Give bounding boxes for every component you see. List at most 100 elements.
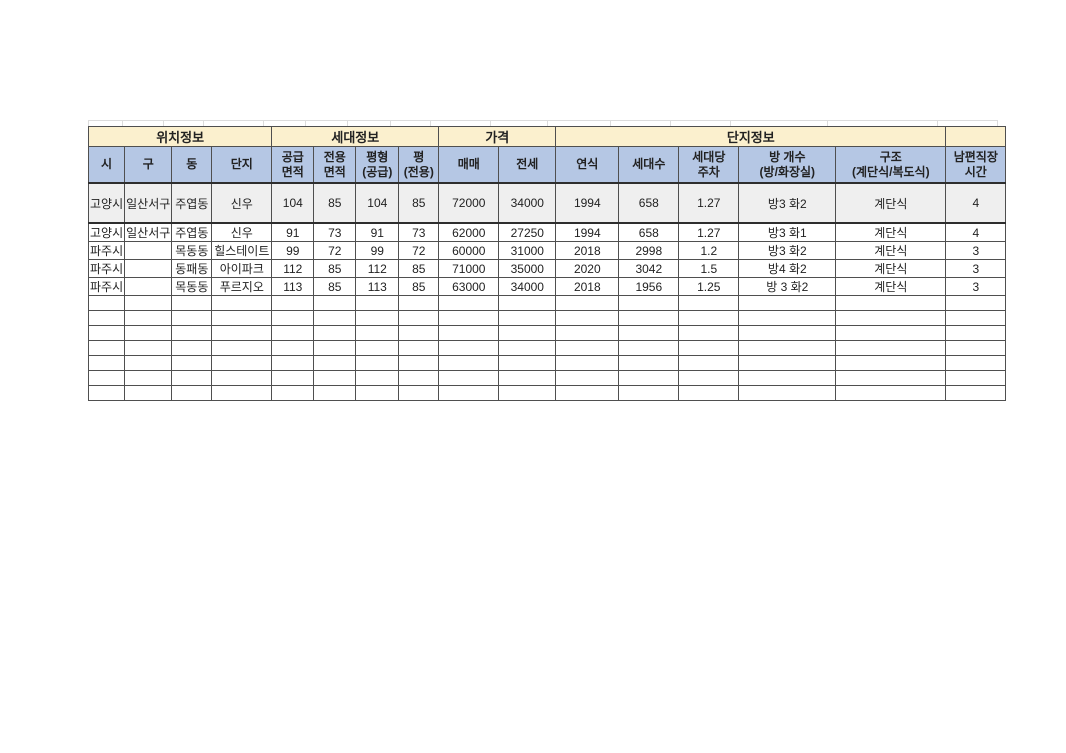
cell-jeonse[interactable]: 31000 <box>498 241 557 260</box>
empty-cell[interactable] <box>618 385 680 401</box>
empty-cell[interactable] <box>87 340 126 356</box>
empty-cell[interactable] <box>498 325 557 341</box>
cell-sale-price[interactable]: 60000 <box>438 241 500 260</box>
col-header-supply-area[interactable]: 공급 면적 <box>271 146 315 184</box>
empty-cell[interactable] <box>738 340 837 356</box>
empty-cell[interactable] <box>738 355 837 371</box>
cell-pyeong-exclusive[interactable]: 85 <box>398 259 440 278</box>
cell-dong[interactable]: 목동동 <box>171 277 213 296</box>
empty-cell[interactable] <box>87 385 126 401</box>
cell-pyeong-supply[interactable]: 99 <box>355 241 400 260</box>
cell-jeonse[interactable]: 34000 <box>498 277 557 296</box>
empty-cell[interactable] <box>945 385 1007 401</box>
empty-cell[interactable] <box>618 295 680 311</box>
empty-cell[interactable] <box>945 325 1007 341</box>
empty-cell[interactable] <box>835 340 947 356</box>
empty-cell[interactable] <box>171 295 213 311</box>
empty-cell[interactable] <box>313 355 357 371</box>
cell-households[interactable]: 2998 <box>618 241 680 260</box>
empty-cell[interactable] <box>618 355 680 371</box>
cell-year-built[interactable]: 2020 <box>555 259 620 278</box>
empty-cell[interactable] <box>124 325 173 341</box>
cell-exclusive-area[interactable]: 72 <box>313 241 357 260</box>
group-header-price[interactable]: 가격 <box>438 126 557 147</box>
empty-cell[interactable] <box>124 310 173 326</box>
col-header-danji[interactable]: 단지 <box>211 146 273 184</box>
col-header-commute[interactable]: 남편직장 시간 <box>945 146 1007 184</box>
empty-cell[interactable] <box>355 310 400 326</box>
empty-cell[interactable] <box>498 310 557 326</box>
cell-danji[interactable]: 푸르지오 <box>211 277 273 296</box>
cell-pyeong-supply[interactable]: 112 <box>355 259 400 278</box>
empty-cell[interactable] <box>313 340 357 356</box>
cell-rooms[interactable]: 방4 화2 <box>738 259 837 278</box>
cell-gu[interactable] <box>124 241 173 260</box>
cell-pyeong-exclusive[interactable]: 85 <box>398 277 440 296</box>
empty-cell[interactable] <box>355 385 400 401</box>
col-header-parking[interactable]: 세대당 주차 <box>678 146 740 184</box>
cell-rooms[interactable]: 방3 화1 <box>738 222 837 242</box>
cell-households[interactable]: 658 <box>618 222 680 242</box>
empty-cell[interactable] <box>498 355 557 371</box>
empty-cell[interactable] <box>355 355 400 371</box>
empty-cell[interactable] <box>678 385 740 401</box>
cell-supply-area[interactable]: 104 <box>271 182 315 224</box>
empty-cell[interactable] <box>835 325 947 341</box>
empty-cell[interactable] <box>398 370 440 386</box>
empty-cell[interactable] <box>945 310 1007 326</box>
empty-cell[interactable] <box>678 355 740 371</box>
cell-year-built[interactable]: 1994 <box>555 182 620 224</box>
cell-gu[interactable] <box>124 259 173 278</box>
empty-cell[interactable] <box>313 385 357 401</box>
cell-exclusive-area[interactable]: 85 <box>313 259 357 278</box>
empty-cell[interactable] <box>398 325 440 341</box>
empty-cell[interactable] <box>945 340 1007 356</box>
empty-cell[interactable] <box>498 340 557 356</box>
empty-cell[interactable] <box>124 295 173 311</box>
cell-dong[interactable]: 동패동 <box>171 259 213 278</box>
empty-cell[interactable] <box>555 325 620 341</box>
empty-cell[interactable] <box>171 370 213 386</box>
empty-cell[interactable] <box>271 370 315 386</box>
empty-cell[interactable] <box>555 355 620 371</box>
cell-parking[interactable]: 1.2 <box>678 241 740 260</box>
col-header-pyeong-supply[interactable]: 평형 (공급) <box>355 146 400 184</box>
empty-cell[interactable] <box>87 355 126 371</box>
empty-cell[interactable] <box>87 295 126 311</box>
empty-cell[interactable] <box>87 310 126 326</box>
cell-pyeong-exclusive[interactable]: 85 <box>398 182 440 224</box>
cell-parking[interactable]: 1.25 <box>678 277 740 296</box>
cell-supply-area[interactable]: 113 <box>271 277 315 296</box>
cell-si[interactable]: 파주시 <box>87 277 126 296</box>
cell-commute[interactable]: 3 <box>945 241 1007 260</box>
cell-supply-area[interactable]: 99 <box>271 241 315 260</box>
empty-cell[interactable] <box>124 370 173 386</box>
empty-cell[interactable] <box>171 355 213 371</box>
cell-commute[interactable]: 4 <box>945 222 1007 242</box>
empty-cell[interactable] <box>498 370 557 386</box>
cell-jeonse[interactable]: 34000 <box>498 182 557 224</box>
empty-cell[interactable] <box>398 355 440 371</box>
cell-exclusive-area[interactable]: 73 <box>313 222 357 242</box>
cell-pyeong-supply[interactable]: 113 <box>355 277 400 296</box>
cell-structure[interactable]: 계단식 <box>835 259 947 278</box>
empty-cell[interactable] <box>438 355 500 371</box>
empty-cell[interactable] <box>271 340 315 356</box>
col-header-rooms[interactable]: 방 개수 (방/화장실) <box>738 146 837 184</box>
empty-cell[interactable] <box>498 295 557 311</box>
empty-cell[interactable] <box>124 340 173 356</box>
empty-cell[interactable] <box>171 325 213 341</box>
empty-cell[interactable] <box>438 325 500 341</box>
empty-cell[interactable] <box>555 370 620 386</box>
empty-cell[interactable] <box>271 310 315 326</box>
empty-cell[interactable] <box>438 370 500 386</box>
cell-parking[interactable]: 1.27 <box>678 182 740 224</box>
empty-cell[interactable] <box>555 295 620 311</box>
group-header-household[interactable]: 세대정보 <box>271 126 440 147</box>
cell-commute[interactable]: 3 <box>945 259 1007 278</box>
cell-supply-area[interactable]: 112 <box>271 259 315 278</box>
cell-supply-area[interactable]: 91 <box>271 222 315 242</box>
group-header-complex[interactable]: 단지정보 <box>555 126 947 147</box>
cell-rooms[interactable]: 방3 화2 <box>738 182 837 224</box>
empty-cell[interactable] <box>835 295 947 311</box>
